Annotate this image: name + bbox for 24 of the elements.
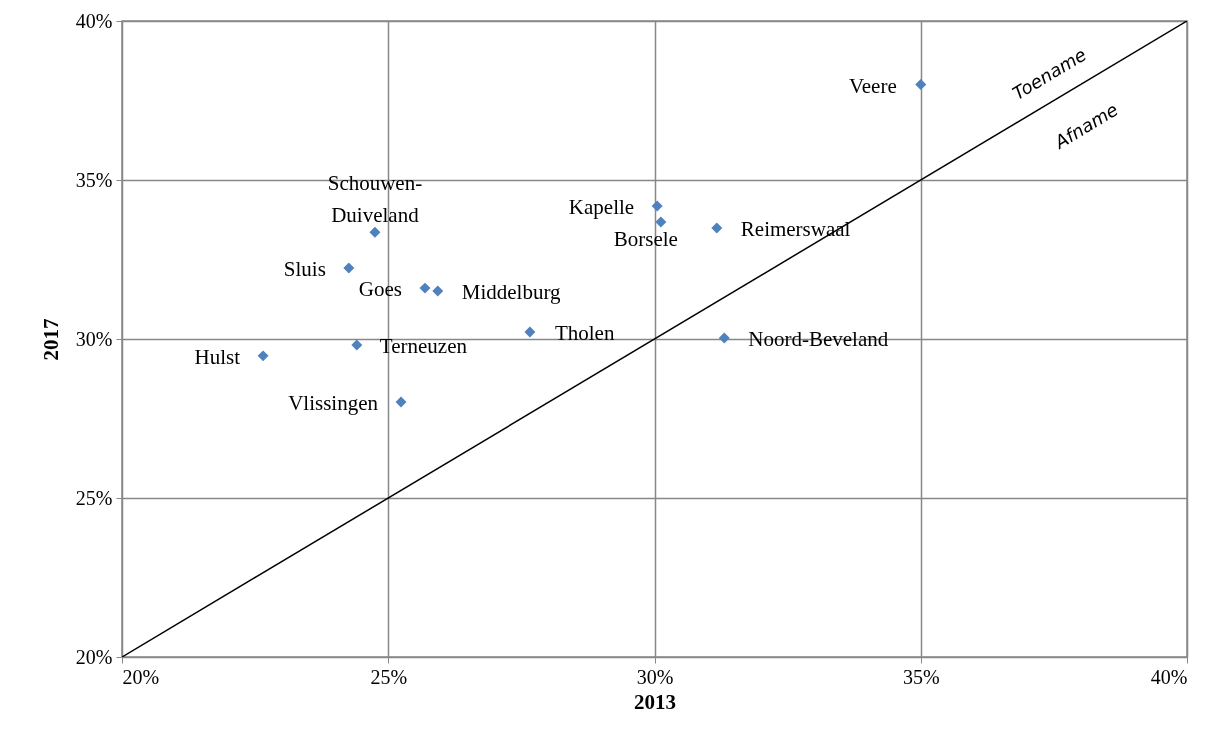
annotation: Middelburg [461, 279, 562, 304]
y-tick-label: 20% [75, 645, 113, 668]
x-tick-label: 25% [370, 665, 408, 688]
y-tick-label: 35% [75, 168, 113, 191]
annotation: Kapelle [568, 195, 635, 220]
annotation: Noord-Beveland [748, 327, 889, 352]
x-axis-title: 2013 [634, 689, 676, 714]
x-tick-label: 30% [636, 665, 674, 688]
annotation: Hulst [194, 344, 241, 369]
y-tick-label: 25% [75, 486, 113, 509]
annotation: Sluis [283, 257, 326, 282]
x-tick-label: 40% [1150, 665, 1188, 688]
x-tick-label: 35% [902, 665, 940, 688]
y-tick-label: 30% [75, 327, 113, 350]
annotation: Borsele [613, 226, 678, 251]
y-tick-label: 40% [75, 9, 113, 32]
x-tick-label: 20% [122, 665, 160, 688]
annotation: Tholen [554, 321, 615, 345]
annotation: Schouwen-Duiveland [327, 171, 423, 228]
annotation: Terneuzen [379, 334, 468, 359]
y-axis-title: 2017 [38, 318, 63, 361]
annotation: Goes [358, 277, 402, 302]
annotation: Veere [848, 73, 897, 98]
annotation: Vlissingen [288, 390, 379, 415]
